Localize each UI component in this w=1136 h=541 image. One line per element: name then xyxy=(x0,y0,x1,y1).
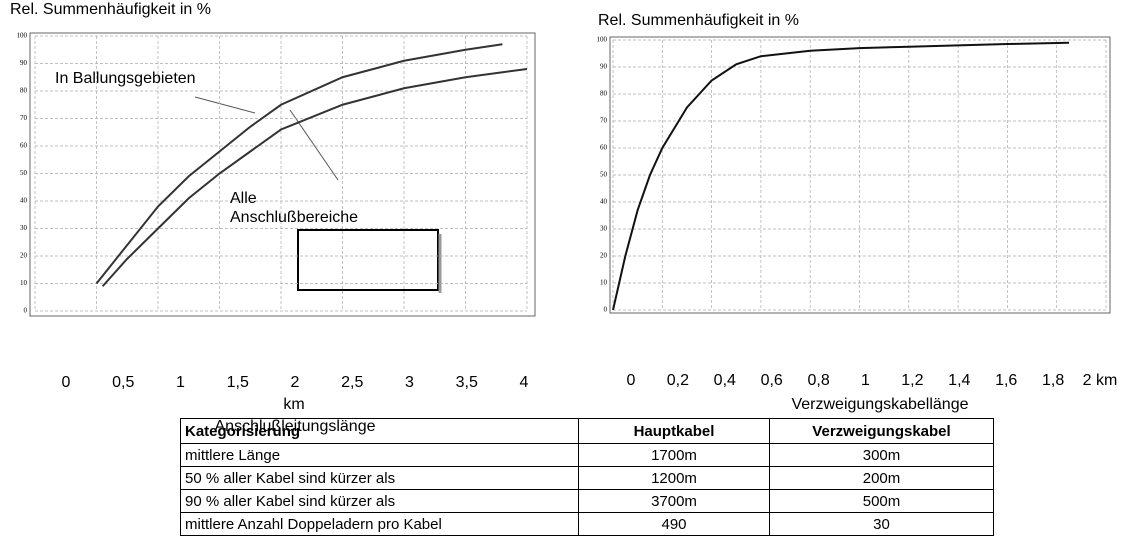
y-tick-label: 40 xyxy=(20,197,28,205)
x-tick-label: 2,5 xyxy=(341,374,363,391)
pointer-line xyxy=(194,96,256,114)
cell: 1200m xyxy=(578,466,770,490)
header-cell: Kategorisierung xyxy=(180,418,579,444)
x-tick-label: 1,6 xyxy=(995,372,1017,389)
cell: 50 % aller Kabel sind kürzer als xyxy=(180,466,579,490)
table: Kategorisierung Hauptkabel Verzweigungskab… xyxy=(180,418,994,536)
empty-box xyxy=(297,229,439,291)
plot-frame xyxy=(609,36,1111,314)
cell: 3700m xyxy=(578,489,770,513)
x-tick-label: 1 xyxy=(861,372,870,389)
header-cell: Verzweigungskabel xyxy=(769,418,994,444)
y-tick-label: 100 xyxy=(17,32,28,40)
pointer-line xyxy=(289,109,339,181)
row: mittlere Anzahl Doppeladern pro Kabel 490… xyxy=(180,512,994,536)
x-tick-label: 0,8 xyxy=(807,372,829,389)
y-tick-label: 0 xyxy=(604,306,608,314)
y-tick-label: 10 xyxy=(20,279,28,287)
y-tick-label: 10 xyxy=(600,279,608,287)
y-tick-label: 80 xyxy=(600,90,608,98)
x-tick-label: 1,2 xyxy=(901,372,923,389)
y-tick-label: 90 xyxy=(600,63,608,71)
annotation: Alle Anschlußbereiche xyxy=(230,190,359,226)
y-axis-title: Rel. Summenhäufigkeit in % xyxy=(10,1,211,18)
x-tick-label: 1 xyxy=(176,374,185,391)
y-tick-label: 0 xyxy=(24,307,28,315)
x-tick-label: 1,8 xyxy=(1042,372,1064,389)
x-tick-label: 3 xyxy=(405,374,414,391)
y-tick-label: 60 xyxy=(600,144,608,152)
x-tick-label: 1,5 xyxy=(227,374,249,391)
cell: 490 xyxy=(578,512,770,536)
line xyxy=(612,41,1070,311)
cell: 90 % aller Kabel sind kürzer als xyxy=(180,489,579,513)
x-axis-title: Verzweigungskabellänge xyxy=(791,396,968,413)
x-tick-label: 4 xyxy=(520,374,529,391)
cell: 300m xyxy=(769,443,994,467)
line xyxy=(101,68,528,287)
y-tick-label: 30 xyxy=(600,225,608,233)
x-tick-label: 3,5 xyxy=(456,374,478,391)
cell: mittlere Anzahl Doppeladern pro Kabel xyxy=(180,512,579,536)
cell: mittlere Länge xyxy=(180,443,579,467)
y-tick-label: 50 xyxy=(20,169,28,177)
x-tick-label: 0,4 xyxy=(714,372,736,389)
x-tick-label: 0,6 xyxy=(761,372,783,389)
cell: 30 xyxy=(769,512,994,536)
x-tick-label: 0,2 xyxy=(667,372,689,389)
x-tick-label: 0,5 xyxy=(112,374,134,391)
row: mittlere Länge 1700m 300m xyxy=(180,443,994,467)
y-tick-label: 20 xyxy=(600,252,608,260)
x-tick-label: 2 km xyxy=(1083,372,1118,389)
y-tick-label: 100 xyxy=(597,36,608,44)
x-tick-label: 0 xyxy=(627,372,636,389)
y-tick-label: 20 xyxy=(20,252,28,260)
y-tick-label: 30 xyxy=(20,224,28,232)
header-cell: Hauptkabel xyxy=(578,418,770,444)
x-tick-label: 1,4 xyxy=(948,372,970,389)
x-axis-unit: km xyxy=(283,396,304,413)
cell: 1700m xyxy=(578,443,770,467)
y-tick-label: 40 xyxy=(600,198,608,206)
header-row: Kategorisierung Hauptkabel Verzweigungskab… xyxy=(180,418,994,444)
plot-frame xyxy=(29,32,536,317)
y-tick-label: 90 xyxy=(20,59,28,67)
y-axis-title: Rel. Summenhäufigkeit in % xyxy=(598,12,799,29)
cell: 500m xyxy=(769,489,994,513)
y-tick-label: 70 xyxy=(20,114,28,122)
y-tick-label: 80 xyxy=(20,87,28,95)
line xyxy=(95,43,503,285)
annotation: In Ballungsgebieten xyxy=(55,70,196,87)
x-tick-label: 2 xyxy=(291,374,300,391)
y-tick-label: 60 xyxy=(20,142,28,150)
y-tick-label: 50 xyxy=(600,171,608,179)
cell: 200m xyxy=(769,466,994,490)
x-tick-label: 0 xyxy=(62,374,71,391)
y-tick-label: 70 xyxy=(600,117,608,125)
row: 50 % aller Kabel sind kürzer als 1200m 200… xyxy=(180,466,994,490)
row: 90 % aller Kabel sind kürzer als 3700m 500… xyxy=(180,489,994,513)
